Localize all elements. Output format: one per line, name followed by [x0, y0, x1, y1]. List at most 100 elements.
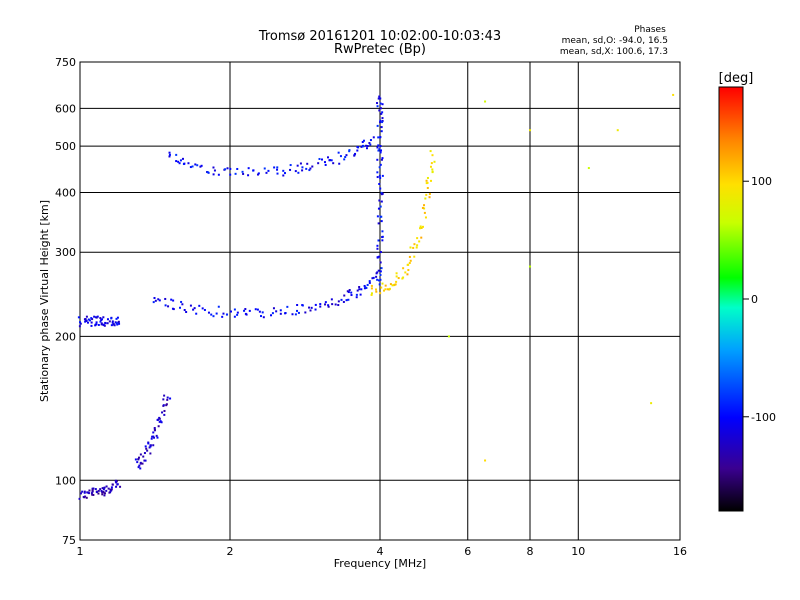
data-point: [152, 444, 155, 447]
data-point: [148, 446, 151, 449]
data-point: [375, 275, 378, 278]
data-point: [377, 222, 380, 225]
data-point: [383, 289, 386, 292]
data-point: [256, 308, 259, 311]
data-point: [158, 420, 161, 423]
data-point: [91, 490, 94, 493]
data-point: [358, 286, 361, 289]
data-point: [370, 292, 373, 295]
data-point: [323, 161, 326, 164]
data-point: [196, 164, 199, 167]
colorbar-tick-label: 100: [751, 175, 772, 188]
data-point: [381, 174, 384, 177]
data-point: [138, 464, 141, 467]
data-point: [113, 324, 116, 327]
data-point: [102, 324, 105, 327]
data-point: [328, 159, 331, 162]
data-point: [222, 312, 225, 315]
data-point: [156, 436, 159, 439]
data-point: [170, 298, 173, 301]
data-point: [379, 177, 382, 180]
data-point: [377, 144, 380, 147]
data-point: [384, 288, 387, 291]
data-point: [234, 172, 237, 175]
data-point: [90, 321, 93, 324]
data-point: [152, 431, 155, 434]
data-point: [276, 168, 279, 171]
data-point: [308, 169, 311, 172]
data-point: [363, 287, 366, 290]
data-point: [306, 162, 309, 165]
data-point: [247, 167, 250, 170]
data-point: [380, 130, 383, 133]
data-point: [409, 259, 412, 262]
data-point: [201, 307, 204, 310]
data-point: [117, 320, 120, 323]
data-point: [270, 314, 273, 317]
data-point: [375, 288, 378, 291]
data-points: [77, 93, 675, 500]
data-point: [257, 172, 260, 175]
data-point: [413, 255, 416, 258]
data-point: [380, 220, 383, 223]
data-point: [372, 136, 375, 139]
data-point: [362, 139, 365, 142]
chart-subtitle: RwPretec (Bp): [334, 42, 426, 57]
data-point: [348, 289, 351, 292]
data-point: [484, 100, 487, 103]
data-point: [217, 173, 220, 176]
data-point: [203, 308, 206, 311]
data-point: [233, 315, 236, 318]
data-point: [137, 456, 140, 459]
data-point: [90, 317, 93, 320]
data-point: [152, 435, 155, 438]
data-point: [189, 304, 192, 307]
data-point: [271, 312, 274, 315]
data-point: [226, 167, 229, 170]
data-point: [102, 488, 105, 491]
data-point: [366, 145, 369, 148]
data-point: [408, 261, 411, 264]
data-point: [262, 316, 265, 319]
data-point: [379, 136, 382, 139]
data-point: [147, 442, 150, 445]
data-point: [381, 111, 384, 114]
data-point: [420, 236, 423, 239]
data-point: [136, 461, 139, 464]
data-point: [102, 491, 105, 494]
data-point: [370, 293, 373, 296]
data-point: [99, 488, 102, 491]
data-point: [166, 398, 169, 401]
x-tick-label: 2: [227, 545, 234, 558]
data-point: [154, 429, 157, 432]
data-point: [343, 158, 346, 161]
data-point: [380, 286, 383, 289]
data-point: [301, 166, 304, 169]
data-point: [388, 287, 391, 290]
data-point: [87, 491, 90, 494]
y-tick-label: 100: [55, 474, 76, 487]
y-tick-label: 500: [55, 140, 76, 153]
data-point: [395, 275, 398, 278]
y-tick-label: 600: [55, 102, 76, 115]
data-point: [412, 246, 415, 249]
data-point: [105, 485, 108, 488]
data-point: [137, 458, 140, 461]
x-tick-labels: 1 2 4 6 8 10 16: [77, 545, 688, 558]
data-point: [282, 174, 285, 177]
data-point: [92, 487, 95, 490]
data-point: [378, 283, 381, 286]
data-point: [337, 304, 340, 307]
data-point: [330, 159, 333, 162]
data-point: [83, 491, 86, 494]
data-point: [111, 321, 114, 324]
data-point: [379, 145, 382, 148]
data-point: [179, 306, 182, 309]
data-point: [363, 284, 366, 287]
data-point: [252, 169, 255, 172]
data-point: [168, 153, 171, 156]
data-point: [391, 284, 394, 287]
data-point: [309, 167, 312, 170]
data-point: [95, 316, 98, 319]
data-point: [324, 163, 327, 166]
